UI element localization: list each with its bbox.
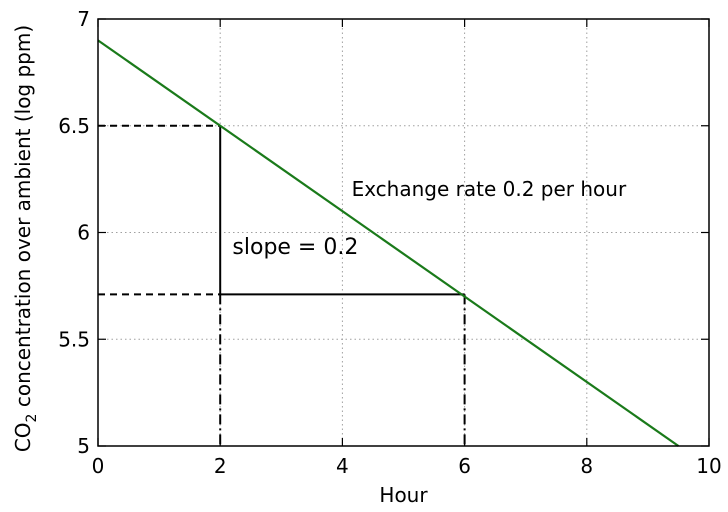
y-tick-label: 5: [77, 434, 90, 458]
tick-layer: 0 2 4 6 8 10 5 5.5 6 6.5 7: [58, 7, 722, 478]
y-axis-title-subscript: 2: [24, 414, 40, 423]
plot-frame: [97, 18, 710, 447]
y-tick-label: 5.5: [58, 327, 90, 351]
series-line: [97, 39, 680, 447]
x-tick-label: 2: [214, 454, 227, 478]
y-tick-label: 7: [77, 7, 90, 31]
x-tick-label: 0: [92, 454, 105, 478]
grid-layer: [98, 19, 709, 446]
x-tick-label: 6: [458, 454, 471, 478]
slope-annotation: slope = 0.2: [232, 235, 358, 260]
y-tick-label: 6: [77, 221, 90, 245]
series-layer: [97, 39, 680, 447]
annotation-layer: Exchange rate 0.2 per hour slope = 0.2: [232, 177, 627, 260]
y-axis-title-suffix: concentration over ambient (log ppm): [11, 25, 35, 414]
x-tick-label: 4: [336, 454, 349, 478]
y-tick-label: 6.5: [58, 114, 90, 138]
exchange-rate-annotation: Exchange rate 0.2 per hour: [352, 177, 627, 201]
x-axis-title: Hour: [379, 483, 428, 507]
y-axis-title-prefix: CO: [11, 422, 35, 452]
x-tick-label: 10: [696, 454, 721, 478]
y-axis-title: CO2 concentration over ambient (log ppm): [11, 25, 40, 452]
x-tick-label: 8: [580, 454, 593, 478]
slope-triangle: [98, 124, 466, 446]
